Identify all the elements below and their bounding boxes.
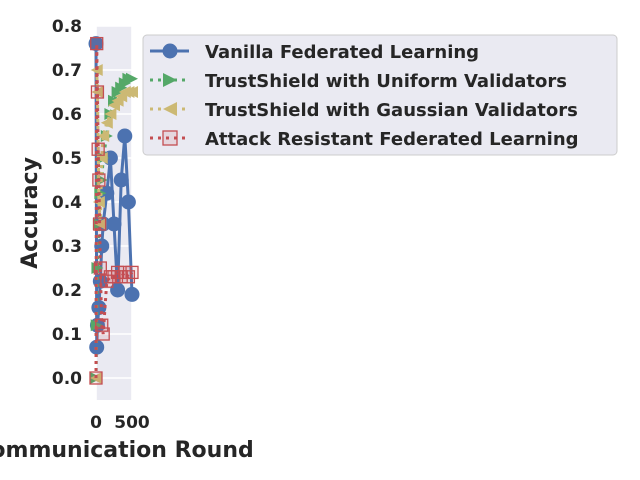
y-tick-label: 0.2 bbox=[52, 281, 82, 301]
series-2-point bbox=[97, 130, 110, 142]
legend-label: TrustShield with Uniform Validators bbox=[205, 71, 567, 92]
series-3-point bbox=[92, 217, 107, 231]
series-3-point bbox=[91, 142, 105, 156]
x-axis-label: Communication Round bbox=[0, 438, 254, 463]
legend-marker bbox=[163, 102, 177, 116]
legend-label: Attack Resistant Federated Learning bbox=[205, 129, 579, 150]
series-3-point bbox=[89, 371, 103, 385]
series-2-point bbox=[94, 218, 107, 230]
series-0-point bbox=[113, 172, 129, 188]
y-tick-label: 0.8 bbox=[52, 17, 82, 37]
legend: Vanilla Federated Learning TrustShield wi… bbox=[142, 34, 618, 156]
legend-marker bbox=[162, 130, 178, 146]
y-tick-label: 0.0 bbox=[52, 369, 82, 389]
tick-labels: 0.0 0.1 0.2 0.3 0.4 0.5 0.6 0.7 0.8 0 500 bbox=[52, 17, 150, 433]
legend-entry-0: Vanilla Federated Learning bbox=[150, 42, 479, 63]
series-1-point bbox=[126, 72, 138, 85]
series-3-point bbox=[125, 265, 139, 280]
series-3-point bbox=[90, 36, 104, 51]
legend-box bbox=[142, 34, 618, 156]
series-2-point bbox=[91, 86, 104, 98]
legend-entry-2: TrustShield with Gaussian Validators bbox=[150, 100, 578, 121]
series-3 bbox=[89, 36, 139, 385]
series-2-point bbox=[126, 86, 138, 98]
x-tick-label: 0 bbox=[90, 413, 102, 433]
y-tick-label: 0.7 bbox=[52, 61, 82, 81]
y-tick-label: 0.3 bbox=[52, 237, 82, 257]
series-0-point bbox=[117, 128, 133, 144]
series-0-point bbox=[120, 194, 136, 210]
y-axis-label: Accuracy bbox=[18, 157, 43, 269]
series-3-point bbox=[92, 173, 106, 187]
legend-marker bbox=[163, 73, 177, 87]
series-layer bbox=[88, 36, 140, 385]
y-tick-label: 0.1 bbox=[52, 325, 82, 345]
y-tick-label: 0.4 bbox=[52, 193, 82, 213]
series-2-point bbox=[104, 108, 117, 120]
legend-label: TrustShield with Gaussian Validators bbox=[205, 100, 578, 121]
legend-entry-3: Attack Resistant Federated Learning bbox=[150, 129, 579, 150]
series-2-point bbox=[100, 116, 113, 129]
series-3-point bbox=[93, 261, 107, 275]
legend-entry-1: TrustShield with Uniform Validators bbox=[150, 71, 567, 92]
series-0-point bbox=[124, 286, 140, 302]
series-1-point bbox=[90, 319, 103, 332]
series-0-point bbox=[106, 216, 122, 232]
y-tick-label: 0.5 bbox=[52, 149, 82, 169]
legend-marker bbox=[162, 43, 178, 59]
y-tick-label: 0.6 bbox=[52, 105, 82, 125]
x-tick-label: 500 bbox=[114, 413, 150, 433]
series-3-point bbox=[90, 85, 105, 99]
series-3-point bbox=[96, 327, 110, 341]
legend-label: Vanilla Federated Learning bbox=[205, 42, 479, 63]
